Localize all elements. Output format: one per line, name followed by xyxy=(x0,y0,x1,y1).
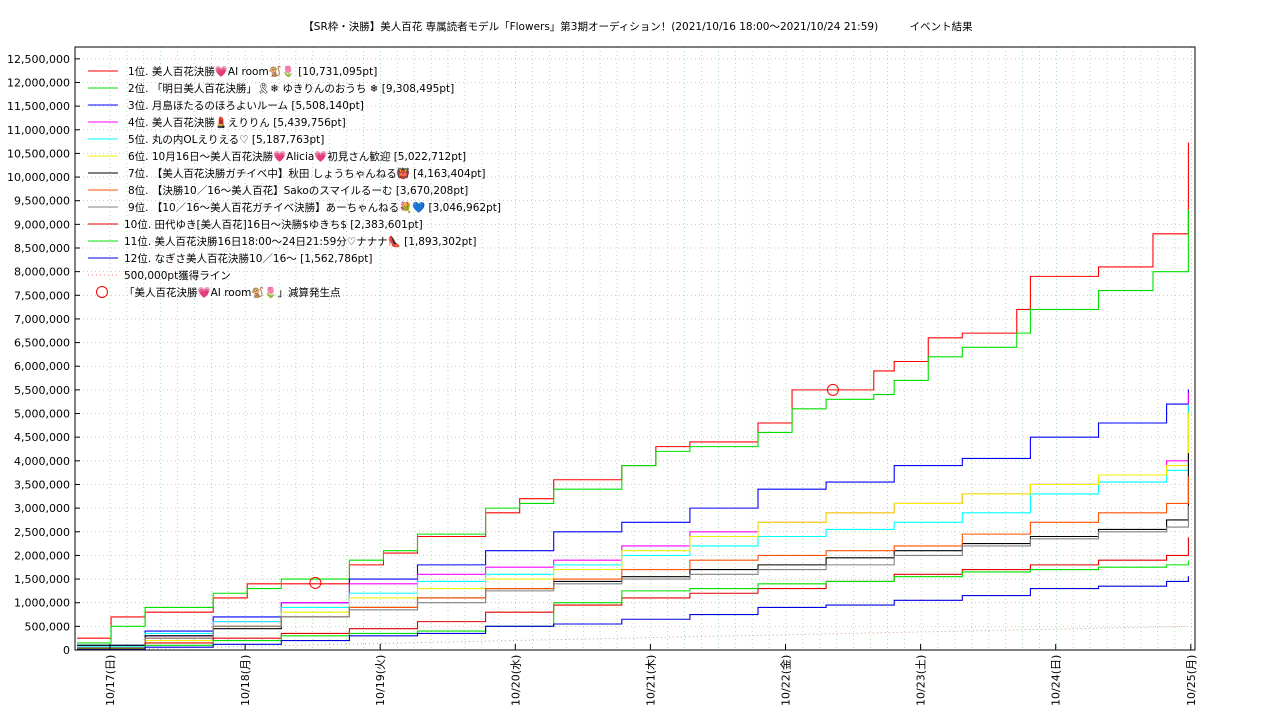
y-tick-label: 7,500,000 xyxy=(14,289,70,302)
legend-label-3: 3位. 月島ほたるのほろよいルーム [5,508,140pt] xyxy=(128,99,364,112)
decrease-markers xyxy=(309,383,839,589)
legend-label-8: 8位. 【決勝10／16〜美人百花】Sakoのスマイルるーむ [3,670,20… xyxy=(128,184,468,197)
chart-title: 【SR枠・決勝】美人百花 専属読者モデル「Flowers」第3期オーディション！… xyxy=(303,20,973,33)
legend-label-reference: 500,000pt獲得ライン xyxy=(124,269,231,282)
x-tick-label: 10/19(火) xyxy=(374,655,387,706)
legend-label-10: 10位. 田代ゆき[美人百花]16日〜決勝$ゆきち$ [2,383,601pt] xyxy=(124,218,423,231)
decrease-marker xyxy=(309,576,322,589)
series-line-5 xyxy=(77,404,1189,647)
y-tick-label: 12,500,000 xyxy=(7,53,70,66)
x-tick-label: 10/23(土) xyxy=(915,655,928,706)
grid xyxy=(75,47,1195,650)
legend-label-11: 11位. 美人百花決勝16日18:00〜24日21:59分♡ナナナ👠 [1,89… xyxy=(124,235,477,248)
legend-label-1: 1位. 美人百花決勝💗AI room🐒🌷 [10,731,095pt] xyxy=(128,65,377,78)
y-tick-label: 3,500,000 xyxy=(14,478,70,491)
y-tick-label: 9,500,000 xyxy=(14,195,70,208)
x-tick-label: 10/17(日) xyxy=(104,655,117,706)
y-tick-label: 10,500,000 xyxy=(7,147,70,160)
legend-label-9: 9位. 【10／16〜美人百花ガチイベ決勝】あーちゃんねる💐💙 [3,046,9… xyxy=(128,201,501,214)
y-tick-label: 5,500,000 xyxy=(14,384,70,397)
series-line-2 xyxy=(77,209,1189,644)
x-tick-label: 10/18(月) xyxy=(239,655,252,706)
y-tick-label: 2,500,000 xyxy=(14,526,70,539)
y-tick-label: 8,000,000 xyxy=(14,266,70,279)
legend-label-2: 2位. 「明日美人百花決勝」🎗❄ ゆきりんのおうち ❄ [9,308,495pt… xyxy=(128,82,454,95)
y-tick-label: 4,500,000 xyxy=(14,431,70,444)
x-tick-label: 10/20(水) xyxy=(509,655,522,706)
y-tick-label: 5,000,000 xyxy=(14,408,70,421)
x-tick-label: 10/21(木) xyxy=(644,655,657,706)
y-tick-label: 9,000,000 xyxy=(14,218,70,231)
series-lines xyxy=(77,142,1189,651)
series-line-10 xyxy=(77,537,1189,650)
x-tick-label: 10/22(金) xyxy=(779,655,793,706)
series-line-11 xyxy=(77,560,1189,650)
legend-label-6: 6位. 10月16日〜美人百花決勝💗Alicia💗初見さん歓迎 [5,022,7… xyxy=(128,150,466,163)
series-line-6 xyxy=(77,412,1189,650)
plot-frame xyxy=(74,46,1196,651)
legend-label-marker: 「美人百花決勝💗AI room🐒🌷」減算発生点 xyxy=(124,286,341,299)
legend-swatch-marker xyxy=(96,286,108,298)
y-tick-label: 8,500,000 xyxy=(14,242,70,255)
y-tick-label: 7,000,000 xyxy=(14,313,70,326)
legend-label-5: 5位. 丸の内OLえりえる♡ [5,187,763pt] xyxy=(128,133,324,146)
y-tick-label: 0 xyxy=(63,644,70,657)
y-tick-label: 500,000 xyxy=(25,620,71,633)
reference-line-500000 xyxy=(76,625,1189,651)
series-line-4 xyxy=(77,392,1189,649)
y-tick-label: 1,500,000 xyxy=(14,573,70,586)
series-line-1 xyxy=(77,142,1189,639)
y-tick-label: 4,000,000 xyxy=(14,455,70,468)
y-tick-label: 6,000,000 xyxy=(14,360,70,373)
y-tick-label: 11,000,000 xyxy=(7,124,70,137)
y-axis: 0 500,000 1,000,000 1,500,000 2,000,000 2,500… xyxy=(7,53,80,657)
y-tick-label: 1,000,000 xyxy=(14,597,70,610)
y-tick-label: 10,000,000 xyxy=(7,171,70,184)
decrease-marker xyxy=(826,383,839,396)
series-line-9 xyxy=(77,505,1189,649)
legend: 1位. 美人百花決勝💗AI room🐒🌷 [10,731,095pt] 2位. 「… xyxy=(88,65,501,299)
series-line-12 xyxy=(77,576,1189,651)
y-tick-label: 12,000,000 xyxy=(7,76,70,89)
y-tick-label: 3,000,000 xyxy=(14,502,70,515)
y-tick-label: 6,500,000 xyxy=(14,337,70,350)
legend-label-4: 4位. 美人百花決勝💄えりりん [5,439,756pt] xyxy=(128,116,346,129)
y-tick-label: 11,500,000 xyxy=(7,100,70,113)
series-line-3 xyxy=(77,389,1189,646)
x-tick-label: 10/25(月) xyxy=(1185,655,1198,706)
legend-label-12: 12位. なぎさ美人百花決勝10／16〜 [1,562,786pt] xyxy=(124,252,373,265)
y-tick-label: 2,000,000 xyxy=(14,549,70,562)
legend-label-7: 7位. 【美人百花決勝ガチイベ中】秋田 しょうちゃんねる👹 [4,163,404… xyxy=(128,167,486,180)
x-tick-label: 10/24(日) xyxy=(1050,655,1063,706)
x-axis: 10/17(日) 10/18(月) 10/19(火) 10/20(水) 10/21(木)… xyxy=(104,644,1198,706)
reference-line xyxy=(76,625,1189,651)
